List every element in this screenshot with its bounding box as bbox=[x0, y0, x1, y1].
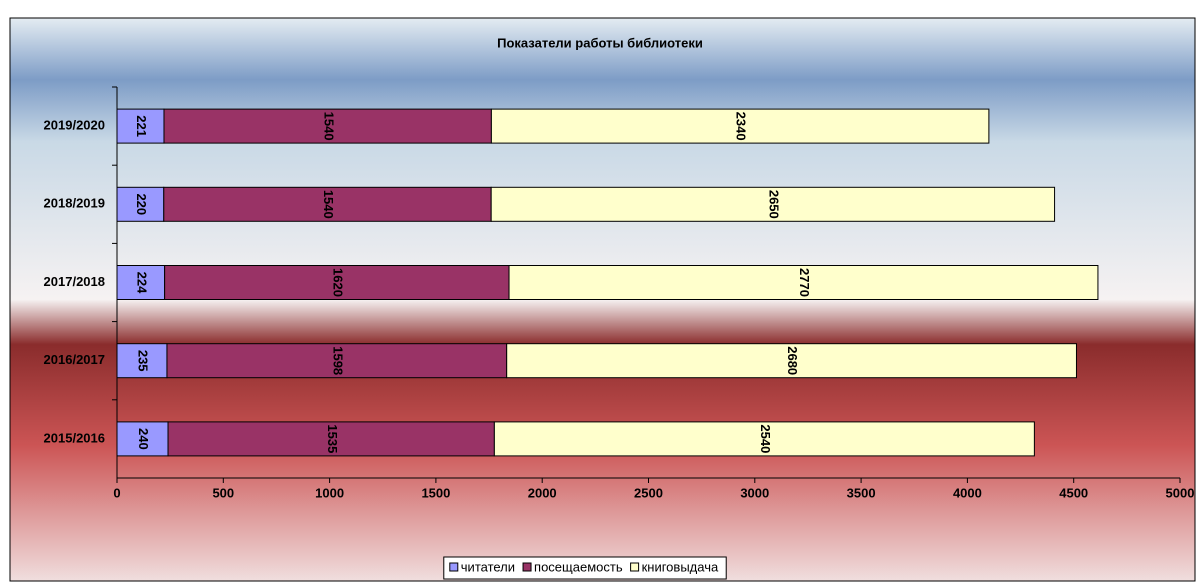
data-label: 221 bbox=[134, 115, 149, 137]
legend-label: книговыдача bbox=[642, 559, 719, 574]
legend-label: посещаемость bbox=[534, 559, 623, 574]
y-tick-label: 2016/2017 bbox=[44, 352, 105, 367]
data-label: 2340 bbox=[734, 112, 749, 141]
x-tick-label: 0 bbox=[113, 485, 120, 500]
legend-label: читатели bbox=[461, 559, 515, 574]
data-label: 1540 bbox=[321, 112, 336, 141]
bar-segment bbox=[163, 186, 492, 222]
x-tick-label: 5000 bbox=[1166, 485, 1195, 500]
data-label: 1535 bbox=[325, 424, 340, 453]
data-label: 2650 bbox=[766, 190, 781, 219]
bar-segment bbox=[116, 421, 169, 457]
y-tick-label: 2017/2018 bbox=[44, 274, 105, 289]
legend-swatch bbox=[630, 562, 640, 572]
data-label: 224 bbox=[134, 272, 149, 294]
x-tick-label: 2000 bbox=[528, 485, 557, 500]
x-tick-label: 4500 bbox=[1059, 485, 1088, 500]
x-tick-label: 2500 bbox=[634, 485, 663, 500]
legend-swatch bbox=[449, 562, 459, 572]
data-label: 2680 bbox=[785, 346, 800, 375]
x-tick-label: 3000 bbox=[740, 485, 769, 500]
bar-segment bbox=[167, 421, 495, 457]
x-tick-label: 4000 bbox=[953, 485, 982, 500]
data-label: 2770 bbox=[797, 268, 812, 297]
y-tick-label: 2018/2019 bbox=[44, 196, 105, 211]
bar-segment bbox=[163, 108, 492, 144]
data-label: 235 bbox=[136, 350, 151, 372]
data-label: 220 bbox=[134, 193, 149, 215]
bar-segment bbox=[508, 265, 1099, 300]
bar-segment bbox=[116, 265, 166, 300]
legend-box bbox=[443, 556, 727, 580]
data-label: 1598 bbox=[330, 346, 345, 375]
bar-segment bbox=[116, 186, 165, 222]
bar-segment bbox=[506, 343, 1077, 379]
chart-title: Показатели работы библиотеки bbox=[497, 35, 703, 50]
y-tick-label: 2019/2020 bbox=[44, 118, 105, 133]
bar-segment bbox=[164, 265, 510, 300]
bar-segment bbox=[493, 421, 1035, 457]
y-tick-label: 2015/2016 bbox=[44, 430, 105, 445]
legend-swatch bbox=[522, 562, 532, 572]
bar-segment bbox=[490, 108, 990, 144]
data-label: 1540 bbox=[321, 190, 336, 219]
bar-segment bbox=[490, 186, 1056, 222]
x-tick-label: 1000 bbox=[315, 485, 344, 500]
legend: читатели посещаемость книговыдача bbox=[443, 556, 727, 580]
x-tick-label: 1500 bbox=[421, 485, 450, 500]
data-label: 2540 bbox=[758, 424, 773, 453]
x-tick-label: 500 bbox=[212, 485, 234, 500]
data-label: 1620 bbox=[330, 268, 345, 297]
data-label: 240 bbox=[136, 428, 151, 450]
bar-segment bbox=[116, 343, 168, 379]
x-tick-label: 3500 bbox=[847, 485, 876, 500]
